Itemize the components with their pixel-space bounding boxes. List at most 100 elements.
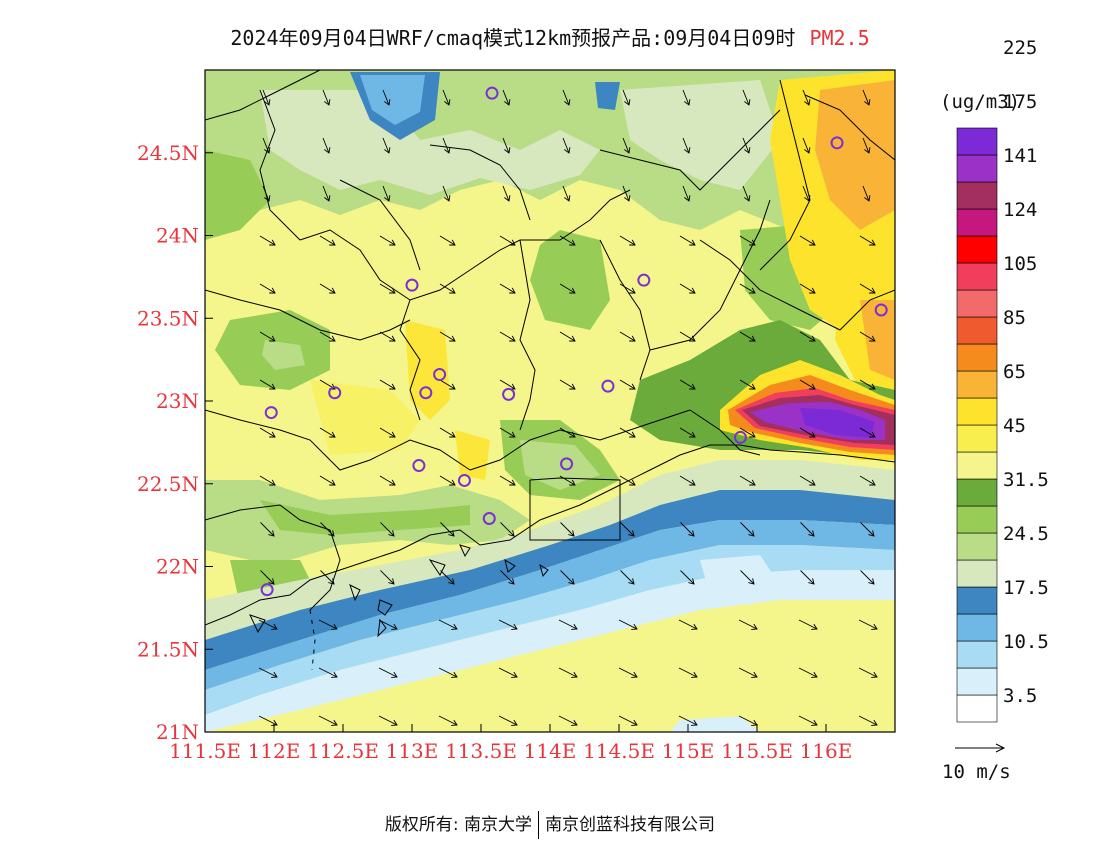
wind-arrow [319, 475, 336, 486]
wind-arrow [559, 235, 576, 246]
wind-arrow [259, 475, 276, 486]
wind-arrow [619, 475, 636, 486]
wind-arrow [799, 427, 816, 438]
wind-arrow [799, 283, 816, 294]
wind-arrow [499, 427, 516, 438]
wind-arrow [379, 427, 396, 438]
wind-arrow [378, 619, 398, 630]
wind-arrow [438, 619, 458, 630]
station-marker [637, 273, 651, 287]
wind-arrow [258, 715, 278, 726]
station-marker [733, 430, 747, 444]
wind-arrow [318, 715, 338, 726]
colorbar-label: 24.5 [1003, 523, 1049, 545]
wind-arrow [262, 137, 271, 154]
wind-arrow [499, 235, 516, 246]
wind-arrow [860, 570, 875, 585]
station-marker [260, 583, 274, 597]
lon-tick-label: 115.5E [721, 739, 793, 763]
wind-arrow [619, 379, 636, 390]
wind-arrow [618, 619, 638, 630]
wind-arrow [259, 379, 276, 390]
wind-arrow [379, 235, 396, 246]
wind-arrow [622, 137, 631, 154]
title-variable: PM2.5 [809, 26, 870, 50]
wind-arrow [260, 570, 275, 585]
wind-arrow [859, 475, 876, 486]
wind-arrow [620, 570, 635, 585]
wind-arrow [682, 89, 691, 106]
wind-arrow [498, 619, 518, 630]
colorbar-swatch [956, 613, 998, 642]
wind-arrow [679, 235, 696, 246]
wind-arrow [562, 89, 571, 106]
wind-arrow [259, 235, 276, 246]
wind-arrow [802, 137, 811, 154]
colorbar-label: 141 [1003, 145, 1037, 167]
colorbar-label: 124 [1003, 199, 1037, 221]
colorbar-label: 175 [1003, 91, 1037, 113]
wind-arrow [319, 235, 336, 246]
lon-tick-label: 111.5E [169, 739, 241, 763]
wind-arrow [622, 89, 631, 106]
station-marker [560, 457, 574, 471]
wind-arrow [679, 283, 696, 294]
wind-arrow [679, 379, 696, 390]
footer-left: 版权所有: 南京大学 [384, 815, 533, 835]
lon-tick-label: 114E [524, 739, 577, 763]
wind-arrow [862, 185, 871, 202]
colorbar-label: 45 [1003, 415, 1026, 437]
wind-arrow [259, 283, 276, 294]
wind-arrow [559, 379, 576, 390]
colorbar-swatch [956, 127, 998, 156]
wind-arrow [378, 715, 398, 726]
wind-arrow [258, 667, 278, 678]
lon-tick-label: 115E [662, 739, 715, 763]
wind-arrow [439, 427, 456, 438]
wind-arrow [322, 137, 331, 154]
wind-arrow [438, 715, 458, 726]
station-marker [433, 368, 447, 382]
colorbar-swatch [956, 424, 998, 453]
wind-arrow [858, 619, 878, 630]
wind-arrow [500, 522, 515, 537]
wind-arrow [742, 89, 751, 106]
wind-arrow [679, 475, 696, 486]
boundary-lines [205, 70, 895, 611]
colorbar-label: 65 [1003, 361, 1026, 383]
wind-arrow [798, 667, 818, 678]
wind-arrow [440, 522, 455, 537]
wind-arrow [262, 89, 271, 106]
wind-arrow [680, 570, 695, 585]
lat-tick-label: 23N [156, 389, 199, 413]
wind-arrow [562, 137, 571, 154]
wind-arrow [259, 331, 276, 342]
wind-arrow [739, 427, 756, 438]
wind-arrow [859, 283, 876, 294]
colorbar-swatch [956, 505, 998, 534]
station-marker [874, 303, 888, 317]
station-marker [485, 86, 499, 100]
wind-arrow [382, 89, 391, 106]
colorbar-label: 3.5 [1003, 685, 1037, 707]
colorbar-swatch [956, 397, 998, 426]
colorbar-swatch [956, 532, 998, 561]
colorbar-swatch [956, 586, 998, 615]
wind-arrow [742, 137, 751, 154]
wind-arrow [318, 667, 338, 678]
wind-arrow [798, 619, 818, 630]
longitude-axis: 111.5E 112E 112.5E 113E 113.5E 114E 114.5E 115E… [169, 724, 852, 763]
colorbar-swatch [956, 640, 998, 669]
wind-arrow [679, 331, 696, 342]
wind-arrow [379, 331, 396, 342]
wind-arrow [619, 331, 636, 342]
wind-arrow [679, 427, 696, 438]
chart-title: 2024年09月04日WRF/cmaq模式12km预报产品:09月04日09时 P… [0, 22, 1100, 51]
colorbar-swatch [956, 208, 998, 237]
station-marker [412, 459, 426, 473]
wind-arrow [259, 427, 276, 438]
coastline [205, 444, 895, 626]
colorbar-swatch [956, 154, 998, 183]
wind-arrow [558, 667, 578, 678]
colorbar-swatch [956, 289, 998, 318]
